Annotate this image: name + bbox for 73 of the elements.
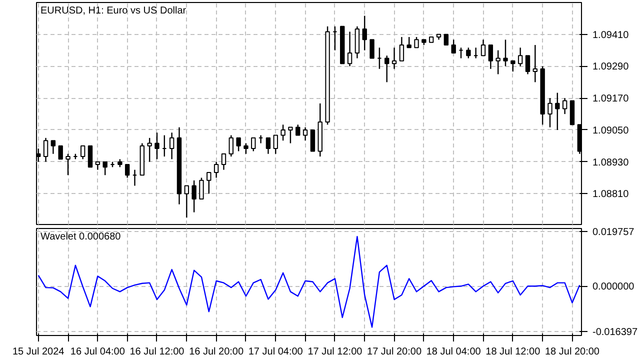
candlestick [102, 161, 108, 176]
candlestick [480, 39, 486, 56]
x-tick-label: 17 Jul 04:00 [248, 346, 304, 358]
candlestick [296, 124, 300, 136]
y-tick-label: -0.016397 [592, 327, 638, 338]
candlestick [370, 39, 374, 59]
candlestick [392, 47, 397, 70]
candlestick [548, 98, 552, 128]
candlestick [562, 98, 568, 115]
candlestick [273, 134, 278, 154]
candlestick [43, 137, 48, 162]
x-tick-label: 16 Jul 04:00 [70, 346, 126, 358]
x-tick-label: 18 Jul 12:00 [486, 346, 541, 358]
candlestick [266, 137, 271, 154]
candlestick [570, 100, 575, 126]
candlestick [206, 172, 212, 194]
candlestick [221, 153, 226, 170]
candlestick [280, 124, 286, 142]
candlestick [362, 15, 367, 51]
candlestick [406, 36, 412, 48]
candlestick [555, 92, 560, 131]
candlestick [302, 126, 308, 142]
x-tick-label: 17 Jul 20:00 [367, 346, 422, 358]
x-tick-label: 18 Jul 20:00 [544, 346, 600, 358]
y-tick-label: 1.09050 [592, 125, 630, 136]
candlestick [347, 31, 352, 67]
candlestick [399, 36, 404, 62]
y-tick-label: 0.019757 [592, 226, 635, 238]
x-tick-label: 17 Jul 12:00 [308, 346, 363, 358]
candlestick [50, 140, 56, 154]
y-tick-label: 1.08810 [592, 189, 630, 200]
chart-title: EURUSD, H1: Euro vs US Dollar [40, 6, 187, 16]
candlestick [251, 137, 256, 152]
chart-title: Wavelet 0.000680 [40, 232, 122, 242]
candlestick [310, 129, 316, 152]
candlestick [518, 47, 523, 67]
candlestick [214, 161, 219, 178]
candlestick [124, 164, 130, 178]
candlestick [444, 34, 449, 46]
candlestick [354, 26, 360, 59]
candlestick [384, 55, 390, 83]
candlestick [88, 145, 93, 168]
x-tick-label: 15 Jul 2024 [12, 346, 65, 358]
candlestick [80, 145, 86, 160]
x-tick-label: 16 Jul 20:00 [189, 346, 244, 358]
candlestick [169, 132, 174, 160]
candlestick [503, 39, 508, 67]
candlestick [58, 145, 63, 160]
candlestick [244, 142, 248, 154]
x-tick-label: 18 Jul 04:00 [426, 346, 482, 358]
candlestick [510, 60, 516, 72]
candlestick [66, 153, 70, 176]
candlestick [184, 185, 190, 218]
candlestick [154, 132, 160, 160]
candlestick [288, 126, 293, 144]
y-tick-label: 1.09410 [592, 30, 630, 41]
candlestick [451, 39, 456, 54]
y-tick-label: 1.09290 [592, 62, 630, 73]
candlestick [414, 36, 419, 48]
candlestick [236, 137, 241, 152]
candlestick [496, 50, 500, 75]
candlestick [532, 44, 538, 83]
candlestick [488, 44, 494, 70]
y-tick-label: 1.08930 [592, 157, 630, 168]
candlestick [466, 47, 471, 59]
y-tick-label: 0.000000 [592, 282, 635, 293]
candlestick [228, 134, 234, 158]
candlestick [192, 180, 196, 213]
x-tick-label: 16 Jul 12:00 [130, 346, 185, 358]
candlestick [525, 55, 530, 75]
candlestick [199, 177, 204, 200]
y-tick-label: 1.09170 [592, 94, 630, 105]
candlestick [147, 137, 152, 162]
